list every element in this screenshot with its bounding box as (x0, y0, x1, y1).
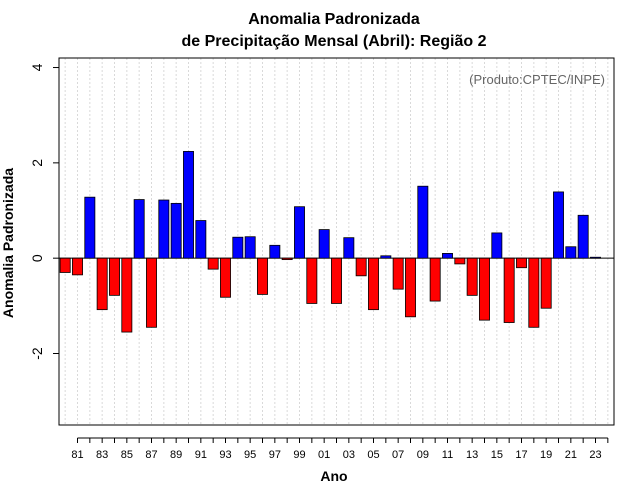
bar-1981 (72, 257, 83, 276)
bar-1992 (207, 257, 219, 270)
bar-1991 (195, 220, 207, 259)
bar-2004 (355, 257, 367, 277)
x-tick-label: 85 (121, 449, 133, 461)
y-tick-label: -2 (29, 347, 45, 360)
x-axis-label: Ano (320, 468, 347, 484)
bar-2002 (331, 257, 342, 304)
bar-2013 (466, 257, 478, 296)
bar-2017 (516, 257, 527, 269)
bar-1985 (121, 257, 133, 333)
bar-2008 (405, 257, 416, 318)
bar-1995 (244, 236, 256, 259)
bar-2023 (590, 256, 601, 259)
bar-2015 (491, 232, 503, 259)
bar-1988 (158, 199, 170, 259)
bar-1999 (294, 206, 305, 259)
bar-2011 (442, 253, 453, 259)
bar-2022 (577, 214, 589, 259)
x-tick-label: 09 (417, 449, 429, 461)
bar-2005 (368, 257, 379, 311)
x-tick-label: 93 (219, 449, 231, 461)
bar-1990 (183, 151, 194, 259)
x-tick-label: 19 (540, 449, 552, 461)
y-tick-label: 2 (29, 159, 45, 167)
x-tick-label: 17 (515, 449, 527, 461)
x-tick-label: 97 (269, 449, 281, 461)
bar-1996 (257, 257, 268, 295)
bar-2001 (318, 229, 330, 259)
x-tick-label: 87 (145, 449, 157, 461)
x-tick-label: 95 (244, 449, 256, 461)
x-tick-label: 13 (466, 449, 478, 461)
x-tick-label: 23 (589, 449, 601, 461)
y-axis: -2 0 2 4 (29, 63, 59, 360)
bar-2020 (553, 191, 564, 259)
bar-2000 (306, 257, 318, 304)
y-tick-label: 4 (29, 63, 45, 71)
x-tick-label: 81 (71, 449, 83, 461)
x-tick-label: 05 (367, 449, 379, 461)
bar-2016 (503, 257, 515, 323)
bar-1987 (146, 257, 157, 328)
y-axis-label: Anomalia Padronizada (0, 168, 16, 318)
x-tick-label: 15 (491, 449, 503, 461)
bar-2021 (565, 246, 577, 259)
bar-2006 (380, 255, 392, 259)
gridlines (64, 58, 609, 425)
x-tick-label: 11 (442, 449, 453, 461)
y-tick-label: 0 (29, 254, 45, 262)
bar-1984 (109, 257, 120, 296)
bar-2010 (429, 257, 441, 302)
bar-1994 (232, 236, 244, 259)
x-tick-label: 01 (318, 449, 330, 461)
bar-1983 (96, 257, 108, 311)
bar-1986 (133, 199, 145, 259)
bar-1997 (269, 244, 281, 259)
x-tick-label: 89 (170, 449, 182, 461)
bar-1980 (59, 257, 71, 273)
bar-2014 (479, 257, 490, 321)
bar-1993 (220, 257, 231, 298)
x-axis: 81 83 85 87 89 91 93 95 97 99 01 03 05 07 09 11 13 15 17 19… (71, 437, 609, 461)
bar-2003 (343, 237, 355, 259)
x-tick-label: 91 (195, 449, 207, 461)
bar-1989 (170, 202, 182, 259)
x-tick-label: 99 (293, 449, 305, 461)
chart-title-line-2: de Precipitação Mensal (Abril): Região 2 (182, 33, 487, 50)
bars (59, 151, 601, 333)
bar-2007 (392, 257, 404, 290)
bar-2012 (454, 257, 466, 265)
bar-2018 (528, 257, 540, 328)
bar-2009 (417, 185, 429, 259)
plot-frame (58, 57, 615, 426)
bar-2019 (540, 257, 552, 309)
source-annotation: (Produto:CPTEC/INPE) (469, 72, 605, 87)
x-tick-label: 03 (343, 449, 355, 461)
x-tick-label: 21 (565, 449, 577, 461)
x-tick-label: 83 (96, 449, 108, 461)
bar-1982 (84, 196, 96, 259)
chart-title-line-1: Anomalia Padronizada (248, 11, 420, 28)
bar-1998 (281, 257, 293, 261)
x-tick-label: 07 (392, 449, 404, 461)
